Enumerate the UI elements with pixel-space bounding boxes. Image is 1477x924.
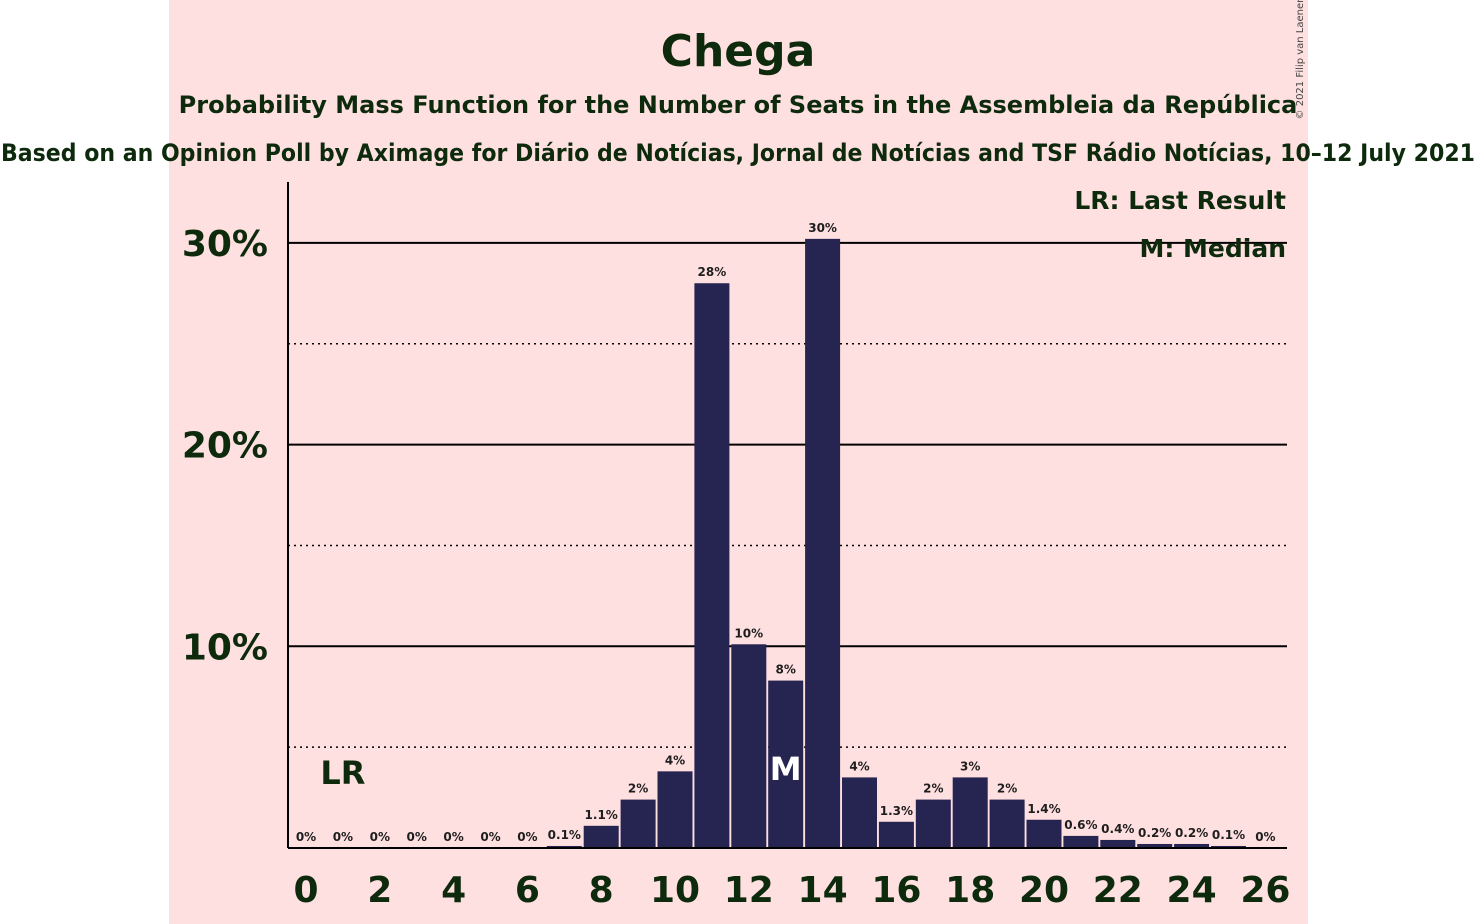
data-label-seats-25: 0.1% bbox=[1212, 828, 1245, 842]
bars-group bbox=[546, 238, 1246, 849]
data-label-seats-18: 3% bbox=[960, 759, 980, 773]
x-tick-label: 10 bbox=[650, 870, 700, 911]
bar-seats-10 bbox=[657, 771, 693, 848]
bar-seats-25 bbox=[1211, 845, 1246, 848]
chart-subtitle: Probability Mass Function for the Number… bbox=[179, 91, 1298, 119]
chart-subtitle-source: Based on an Opinion Poll by Aximage for … bbox=[1, 139, 1475, 167]
data-label-seats-16: 1.3% bbox=[880, 804, 913, 818]
x-tick-label: 14 bbox=[798, 870, 848, 911]
x-tick-label: 8 bbox=[589, 870, 614, 911]
x-tick-label: 12 bbox=[724, 870, 774, 911]
data-label-seats-8: 1.1% bbox=[585, 808, 618, 822]
bar-seats-20 bbox=[1026, 819, 1062, 848]
x-tick-label: 6 bbox=[515, 870, 540, 911]
data-label-seats-14: 30% bbox=[808, 221, 837, 235]
data-labels-group: 0% 0% 0% 0% 0% 0% 0% 0.1% 1.1% 2% 4% 28% 10% 8% 30% 4% 1… bbox=[296, 221, 1276, 844]
bar-seats-12 bbox=[731, 644, 767, 848]
data-label-seats-1: 0% bbox=[333, 830, 353, 844]
bar-seats-11 bbox=[694, 283, 730, 848]
data-label-seats-10: 4% bbox=[665, 753, 685, 767]
bar-seats-18 bbox=[952, 777, 988, 848]
data-label-seats-26: 0% bbox=[1255, 830, 1275, 844]
x-tick-label: 0 bbox=[293, 870, 318, 911]
bar-seats-22 bbox=[1100, 839, 1136, 848]
bar-seats-7 bbox=[546, 845, 582, 848]
data-label-seats-15: 4% bbox=[849, 759, 869, 773]
bar-seats-16 bbox=[878, 821, 914, 848]
data-label-seats-5: 0% bbox=[480, 830, 500, 844]
bar-seats-9 bbox=[620, 799, 656, 848]
data-label-seats-4: 0% bbox=[443, 830, 463, 844]
data-label-seats-22: 0.4% bbox=[1101, 822, 1134, 836]
x-tick-label: 22 bbox=[1093, 870, 1143, 911]
y-tick-label: 30% bbox=[182, 224, 268, 265]
data-label-seats-24: 0.2% bbox=[1175, 826, 1208, 840]
data-label-seats-23: 0.2% bbox=[1138, 826, 1171, 840]
data-label-seats-19: 2% bbox=[997, 782, 1017, 796]
data-label-seats-12: 10% bbox=[734, 626, 763, 640]
x-tick-label: 24 bbox=[1167, 870, 1217, 911]
bar-seats-14 bbox=[805, 238, 841, 849]
data-label-seats-17: 2% bbox=[923, 782, 943, 796]
x-tick-label: 20 bbox=[1019, 870, 1069, 911]
bar-seats-21 bbox=[1063, 835, 1099, 848]
data-label-seats-3: 0% bbox=[407, 830, 427, 844]
data-label-seats-2: 0% bbox=[370, 830, 390, 844]
data-label-seats-9: 2% bbox=[628, 782, 648, 796]
x-tick-label: 16 bbox=[871, 870, 921, 911]
axes-group: 10%20%30%0 2 4 6 8 10 12 14 16 18 20 22 24 26 bbox=[182, 182, 1290, 911]
data-label-seats-13: 8% bbox=[776, 663, 796, 677]
chart-title: Chega bbox=[661, 26, 816, 77]
legend-median: M: Median bbox=[1139, 234, 1286, 263]
data-label-seats-6: 0% bbox=[517, 830, 537, 844]
markers-group: LR M bbox=[320, 750, 801, 792]
y-tick-label: 20% bbox=[182, 426, 268, 467]
bar-seats-8 bbox=[583, 825, 619, 848]
median-marker: M bbox=[770, 750, 802, 788]
data-label-seats-0: 0% bbox=[296, 830, 316, 844]
x-tick-label: 4 bbox=[441, 870, 466, 911]
bar-seats-13 bbox=[768, 680, 804, 848]
x-tick-label: 18 bbox=[945, 870, 995, 911]
data-label-seats-21: 0.6% bbox=[1064, 818, 1097, 832]
x-tick-label: 26 bbox=[1240, 870, 1290, 911]
y-tick-label: 10% bbox=[182, 627, 268, 668]
bar-seats-15 bbox=[842, 777, 877, 848]
data-label-seats-7: 0.1% bbox=[548, 828, 581, 842]
bar-seats-19 bbox=[989, 799, 1025, 848]
bar-seats-17 bbox=[915, 799, 951, 848]
bar-seats-23 bbox=[1137, 843, 1173, 848]
copyright-notice: © 2021 Filip van Laenen bbox=[1295, 0, 1306, 119]
data-label-seats-11: 28% bbox=[698, 265, 727, 279]
last-result-marker: LR bbox=[320, 754, 365, 792]
legend-last-result: LR: Last Result bbox=[1074, 186, 1286, 215]
bar-seats-24 bbox=[1174, 843, 1210, 848]
data-label-seats-20: 1.4% bbox=[1027, 802, 1060, 816]
x-tick-label: 2 bbox=[367, 870, 392, 911]
